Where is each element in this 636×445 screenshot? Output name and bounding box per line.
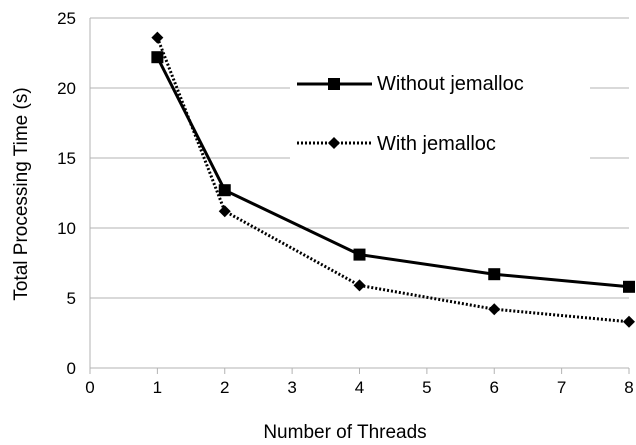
- series-2: [151, 31, 635, 328]
- x-tick-label: 4: [355, 378, 364, 397]
- data-point: [218, 184, 231, 197]
- y-tick-label: 10: [57, 219, 76, 238]
- y-tick-label: 25: [57, 9, 76, 28]
- x-axis-title: Number of Threads: [263, 422, 426, 443]
- x-tick-label: 0: [85, 378, 94, 397]
- y-tick-label: 15: [57, 149, 76, 168]
- data-point: [488, 303, 501, 316]
- data-point: [488, 268, 501, 281]
- y-tick-labels: 0 5 10 15 20 25: [57, 9, 76, 378]
- x-tick-label: 1: [153, 378, 162, 397]
- data-point: [353, 248, 366, 261]
- data-point: [151, 51, 164, 64]
- data-point: [151, 31, 164, 44]
- legend-marker-series-2: [328, 137, 340, 149]
- data-point: [353, 279, 366, 292]
- x-tick-label: 7: [557, 378, 566, 397]
- series-group: [151, 31, 635, 328]
- legend-label-series-2: With jemalloc: [377, 133, 496, 155]
- x-tick-label: 3: [287, 378, 296, 397]
- x-tick-label: 2: [220, 378, 229, 397]
- x-tick-labels: 0 1 2 3 4 5 6 7 8: [85, 378, 633, 397]
- data-point: [623, 280, 635, 293]
- y-tick-label: 20: [57, 79, 76, 98]
- series-1: [151, 51, 635, 293]
- legend: Without jemalloc With jemalloc: [290, 66, 590, 161]
- y-tick-label: 0: [67, 359, 76, 378]
- y-tick-label: 5: [67, 289, 76, 308]
- x-tick-label: 8: [624, 378, 633, 397]
- x-tick-label: 6: [490, 378, 499, 397]
- legend-label-series-1: Without jemalloc: [377, 73, 524, 95]
- data-point: [218, 205, 231, 218]
- data-point: [623, 315, 635, 328]
- y-axis-title: Total Processing Time (s): [11, 87, 32, 300]
- legend-marker-series-1: [328, 78, 340, 90]
- x-tick-label: 5: [422, 378, 431, 397]
- axes: [89, 18, 630, 374]
